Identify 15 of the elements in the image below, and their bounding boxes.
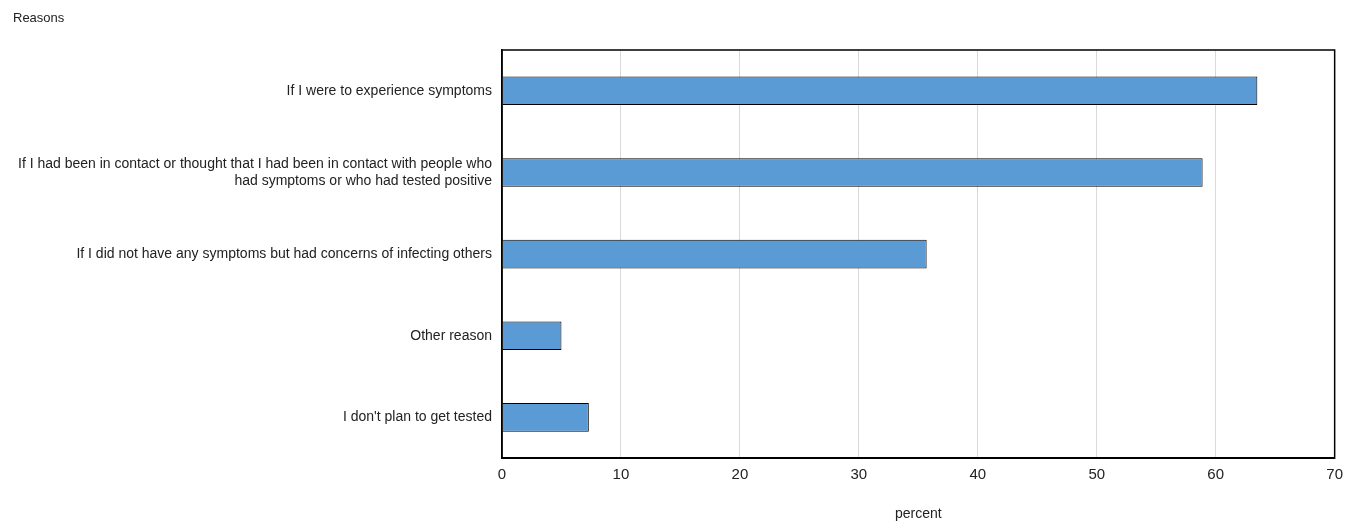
x-tick-label: 60 <box>1207 465 1225 483</box>
y-tick-label: If I did not have any symptoms but had concerns of infecting others <box>76 244 492 261</box>
y-tick-label: If I were to experience symptoms <box>286 81 492 98</box>
x-tick-label: 50 <box>1088 465 1106 483</box>
x-tick-label: 10 <box>612 465 630 483</box>
x-tick-label: 0 <box>497 465 507 483</box>
x-tick-label: 40 <box>969 465 987 483</box>
x-tick-label: 70 <box>1326 465 1343 483</box>
x-tick-label: 20 <box>731 465 749 483</box>
y-tick-label: Other reason <box>410 326 492 343</box>
y-tick-label: If I had been in contact or thought that I had been in contact with people who had symptoms or who had tested positive <box>18 154 493 188</box>
x-tick-label: 30 <box>850 465 868 483</box>
y-tick-label: I don't plan to get tested <box>342 408 492 425</box>
y-axis-title: Reasons <box>13 10 65 26</box>
x-axis-title: percent <box>894 505 942 522</box>
